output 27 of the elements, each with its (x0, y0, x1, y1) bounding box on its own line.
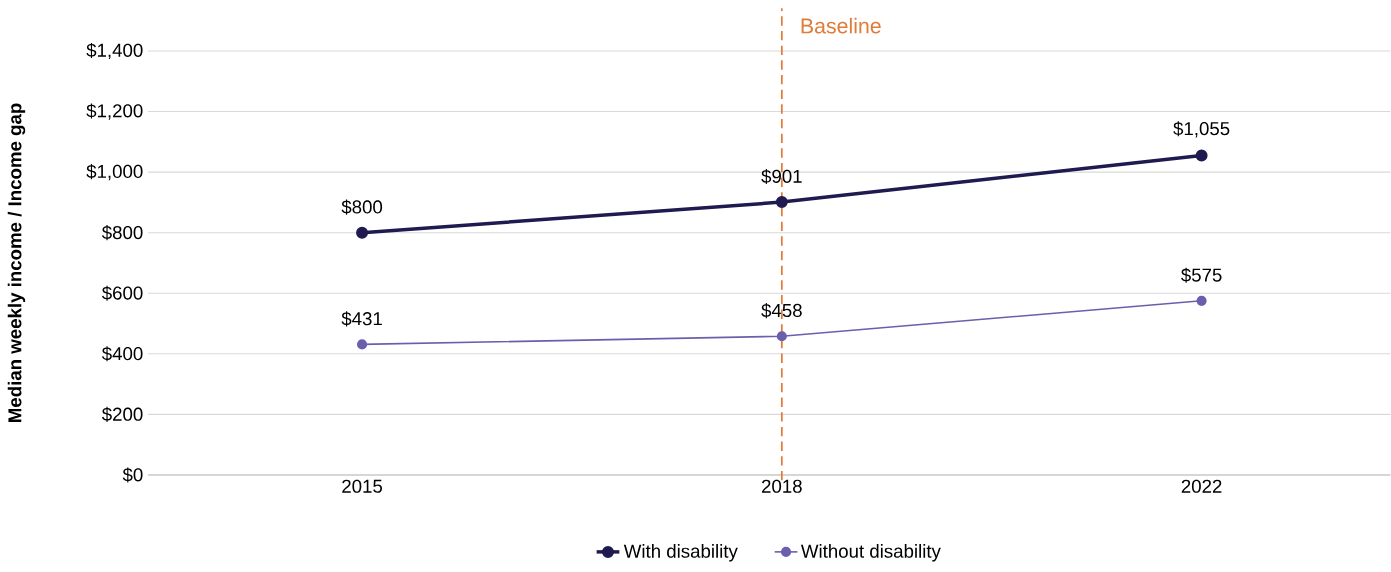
data-label: $1,055 (1173, 121, 1230, 138)
legend-label: With disability (623, 544, 738, 562)
x-tick-label: 2018 (762, 479, 802, 493)
y-tick-label: $0 (122, 467, 143, 483)
data-label: $431 (341, 311, 382, 327)
y-tick-label: $1,000 (86, 164, 143, 181)
x-tick-label: 2022 (1181, 479, 1222, 493)
point (1196, 295, 1207, 306)
y-tick-label: $1,400 (86, 42, 143, 60)
data-label: $800 (341, 199, 383, 215)
y-tick-label: $400 (101, 346, 143, 362)
y-tick-label: $200 (101, 406, 143, 422)
point (775, 196, 788, 209)
y-tick-label: $1,200 (86, 103, 143, 120)
data-label: $901 (761, 168, 802, 185)
ref-line-label: Baseline (801, 17, 881, 34)
point (356, 339, 368, 350)
data-label: $458 (761, 303, 802, 319)
legend-label: Without disability (800, 544, 941, 562)
y-tick-label: $600 (101, 285, 143, 301)
x-tick-label: 2015 (342, 479, 383, 493)
point (356, 226, 369, 239)
point (776, 331, 787, 342)
y-tick-label: $800 (101, 225, 143, 241)
y-axis-title: Median weekly income / Income gap (7, 103, 26, 422)
data-label: $575 (1181, 267, 1222, 283)
point (1195, 149, 1208, 162)
